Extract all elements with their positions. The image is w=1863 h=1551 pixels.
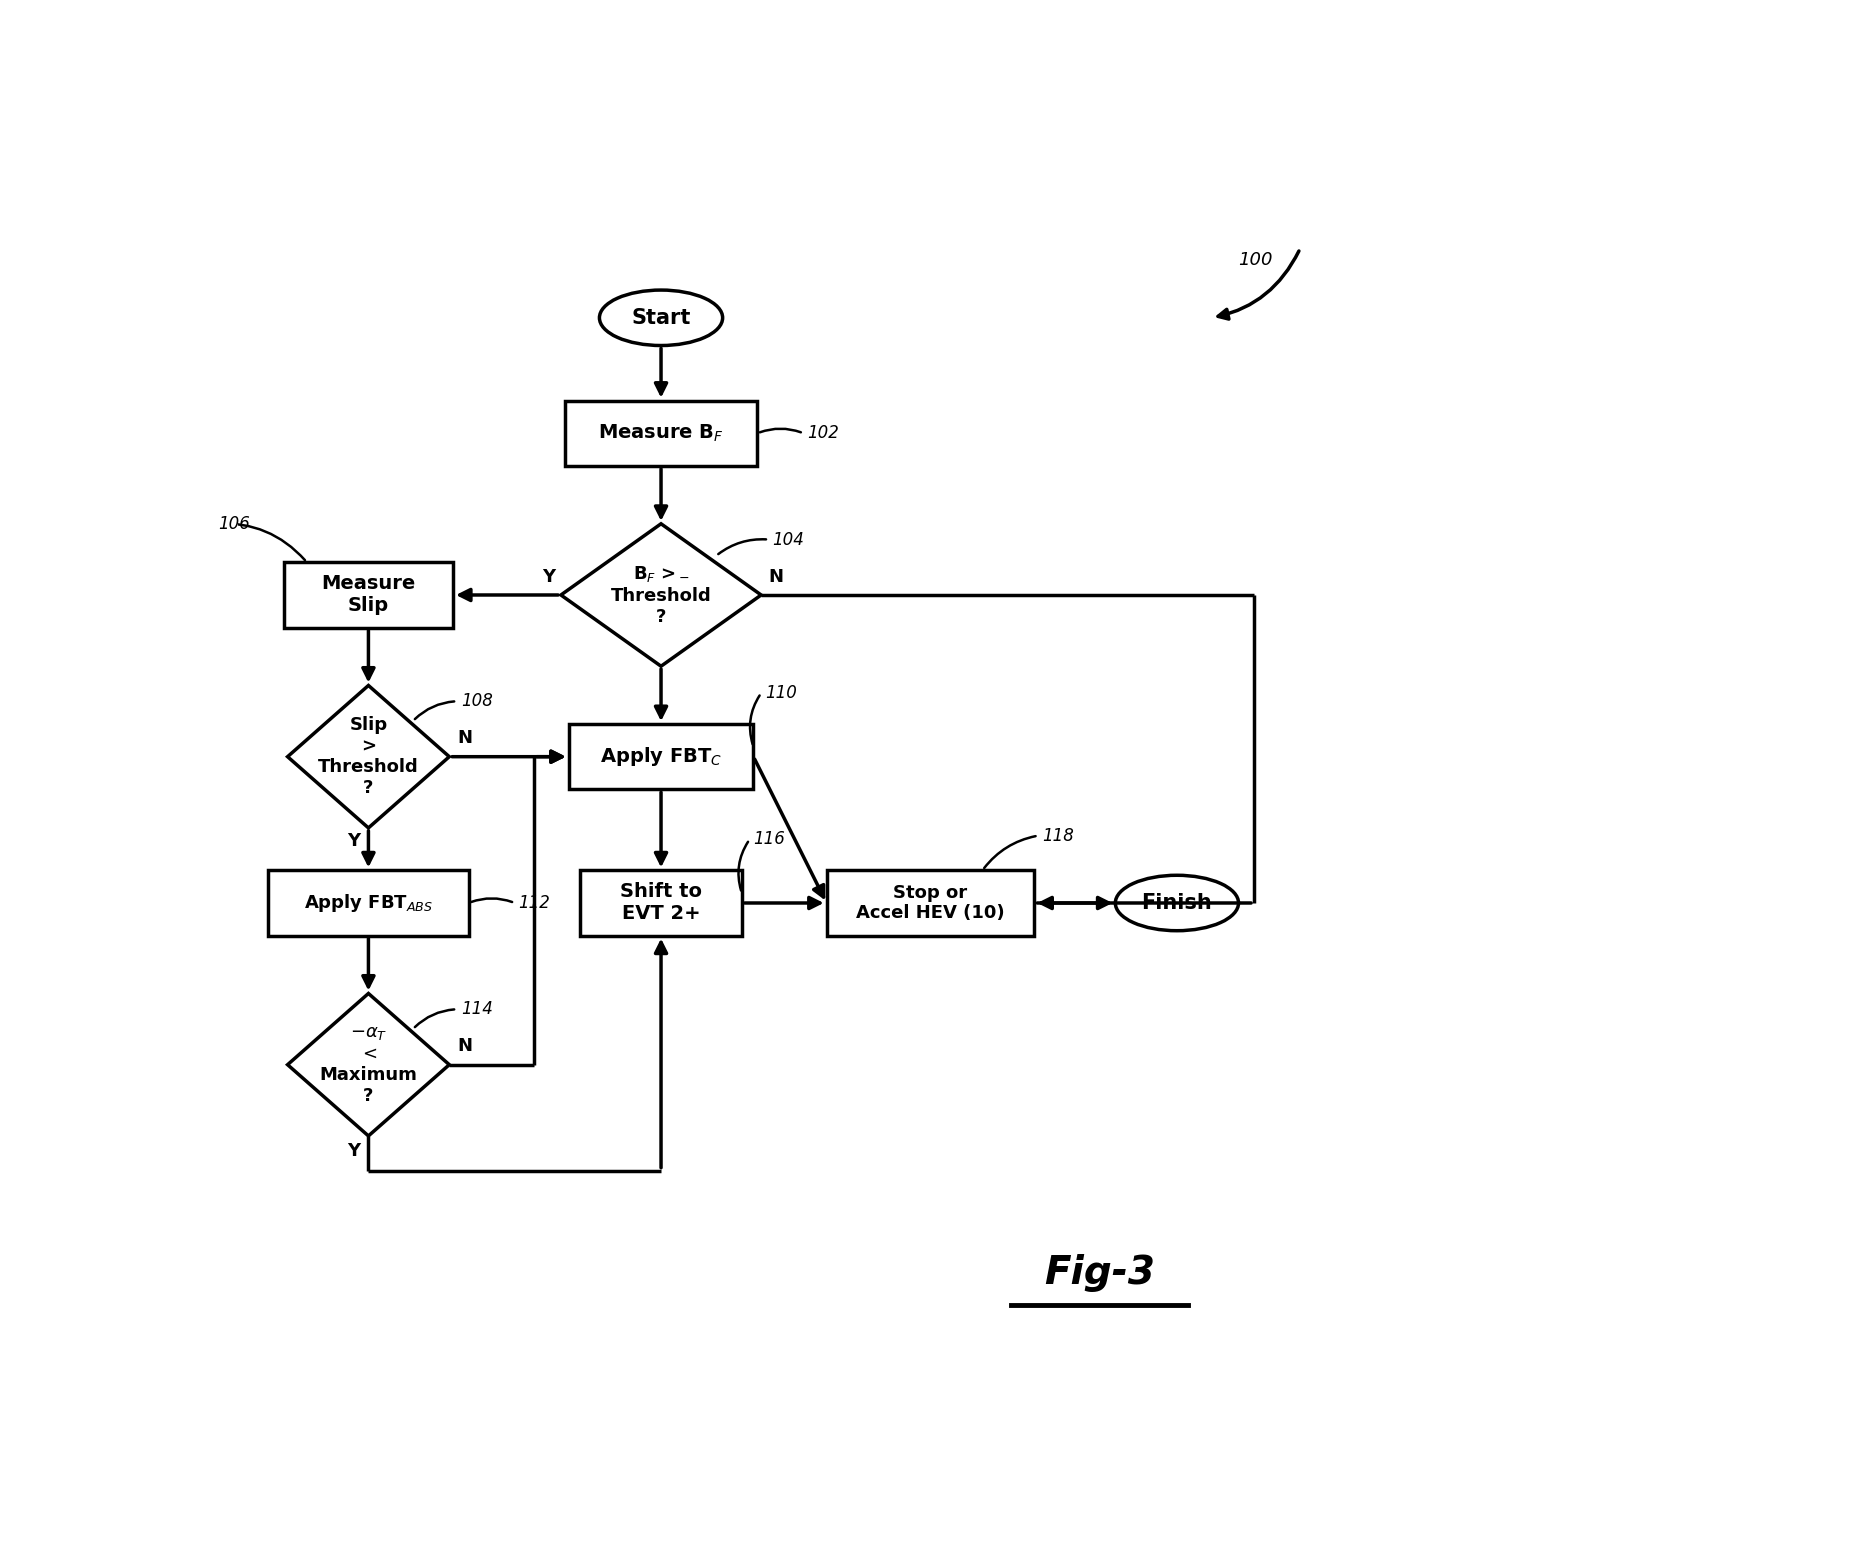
Bar: [268, 870, 468, 935]
Bar: [579, 870, 741, 935]
Text: B$_F$ >$_-$
Threshold
?: B$_F$ >$_-$ Threshold ?: [611, 565, 712, 625]
Text: Start: Start: [632, 307, 691, 327]
Text: 100: 100: [1239, 251, 1272, 268]
FancyArrowPatch shape: [415, 701, 455, 720]
Text: N: N: [769, 568, 784, 586]
Text: 104: 104: [773, 530, 805, 549]
Text: Finish: Finish: [1142, 893, 1213, 914]
FancyArrowPatch shape: [218, 523, 306, 560]
Text: Measure
Slip: Measure Slip: [320, 574, 415, 616]
FancyArrowPatch shape: [1218, 251, 1299, 320]
Text: Shift to
EVT 2+: Shift to EVT 2+: [620, 883, 702, 923]
FancyArrowPatch shape: [984, 836, 1036, 869]
Polygon shape: [287, 686, 449, 828]
FancyArrowPatch shape: [751, 695, 760, 744]
Bar: [568, 724, 753, 789]
Text: 108: 108: [460, 692, 492, 710]
FancyArrowPatch shape: [719, 540, 766, 554]
Text: Y: Y: [348, 831, 361, 850]
Text: Apply FBT$_{ABS}$: Apply FBT$_{ABS}$: [304, 892, 432, 914]
Polygon shape: [287, 994, 449, 1135]
Polygon shape: [561, 524, 762, 667]
Text: Slip
>
Threshold
?: Slip > Threshold ?: [319, 717, 419, 797]
Text: Y: Y: [348, 1142, 361, 1160]
Text: 110: 110: [766, 684, 797, 703]
Text: 112: 112: [518, 893, 550, 912]
Text: Apply FBT$_C$: Apply FBT$_C$: [600, 744, 723, 768]
FancyArrowPatch shape: [471, 898, 512, 903]
Ellipse shape: [600, 290, 723, 346]
FancyArrowPatch shape: [760, 428, 801, 433]
Text: 114: 114: [460, 1000, 492, 1019]
Text: 118: 118: [1041, 827, 1075, 845]
Bar: [564, 400, 756, 465]
FancyArrowPatch shape: [415, 1010, 455, 1027]
Bar: [283, 563, 453, 628]
FancyArrowPatch shape: [738, 842, 749, 890]
Text: Measure B$_F$: Measure B$_F$: [598, 422, 725, 444]
Text: 106: 106: [218, 515, 250, 532]
Text: 102: 102: [807, 425, 838, 442]
Text: Fig-3: Fig-3: [1045, 1253, 1155, 1292]
Ellipse shape: [1116, 875, 1239, 931]
Text: N: N: [456, 1038, 471, 1055]
Bar: [827, 870, 1034, 935]
Text: Stop or
Accel HEV (10): Stop or Accel HEV (10): [857, 884, 1004, 923]
Text: $-\alpha_T$
$<$
Maximum
?: $-\alpha_T$ $<$ Maximum ?: [319, 1025, 417, 1104]
Text: N: N: [456, 729, 471, 748]
Text: 116: 116: [753, 830, 786, 848]
Text: Y: Y: [542, 568, 555, 586]
